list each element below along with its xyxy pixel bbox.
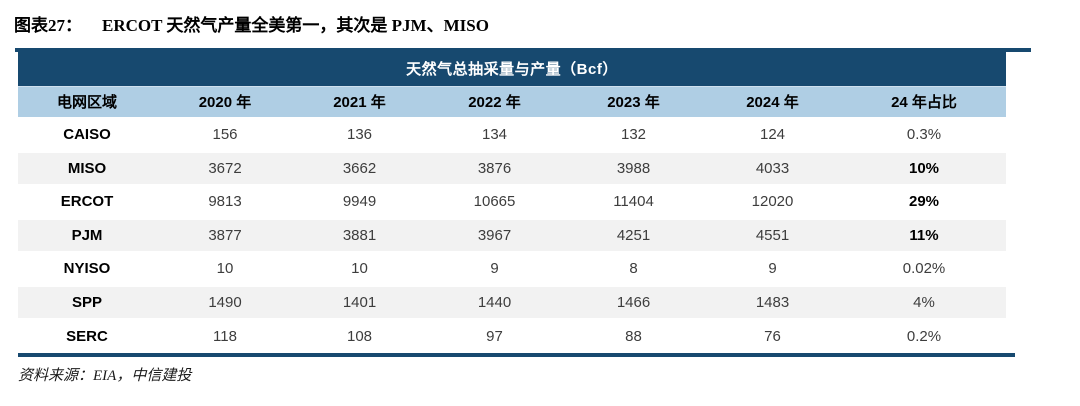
region-cell: MISO	[18, 150, 156, 186]
value-cell: 124	[703, 117, 842, 152]
value-cell: 1466	[564, 284, 703, 320]
table-row: SPP 1490 1401 1440 1466 1483 4%	[18, 284, 1007, 320]
figure-label: 图表27：	[14, 16, 82, 35]
value-cell: 10	[156, 251, 294, 286]
table-row: ERCOT 9813 9949 10665 11404 12020 29%	[18, 184, 1007, 219]
share-cell: 0.3%	[842, 117, 1007, 152]
value-cell: 9813	[156, 184, 294, 219]
column-header: 2022 年	[425, 86, 564, 118]
table-row: NYISO 10 10 9 8 9 0.02%	[18, 251, 1007, 286]
table-body: CAISO 156 136 134 132 124 0.3% MISO 3672 3662 3876…	[18, 117, 1007, 353]
region-cell: SPP	[18, 284, 156, 320]
bottom-rule	[18, 353, 1015, 357]
source-note: 资料来源：EIA，中信建投	[18, 368, 192, 384]
value-cell: 1490	[156, 284, 294, 320]
value-cell: 136	[294, 117, 425, 152]
region-cell: SERC	[18, 318, 156, 353]
value-cell: 4033	[703, 150, 842, 186]
value-cell: 12020	[703, 184, 842, 219]
share-cell: 11%	[842, 217, 1007, 253]
value-cell: 11404	[564, 184, 703, 219]
value-cell: 132	[564, 117, 703, 152]
column-header: 24 年占比	[842, 86, 1007, 118]
value-cell: 8	[564, 251, 703, 286]
table-row: MISO 3672 3662 3876 3988 4033 10%	[18, 150, 1007, 186]
value-cell: 3672	[156, 150, 294, 186]
value-cell: 134	[425, 117, 564, 152]
value-cell: 10	[294, 251, 425, 286]
column-header: 2021 年	[294, 86, 425, 118]
table-title-row: 天然气总抽采量与产量（Bcf）	[18, 52, 1007, 87]
value-cell: 4551	[703, 217, 842, 253]
gas-production-table: 天然气总抽采量与产量（Bcf） 电网区域 2020 年 2021 年 2022 年 20…	[18, 52, 1007, 353]
value-cell: 9	[425, 251, 564, 286]
value-cell: 4251	[564, 217, 703, 253]
value-cell: 97	[425, 318, 564, 353]
value-cell: 10665	[425, 184, 564, 219]
value-cell: 3881	[294, 217, 425, 253]
value-cell: 3876	[425, 150, 564, 186]
value-cell: 1401	[294, 284, 425, 320]
share-cell: 0.02%	[842, 251, 1007, 286]
value-cell: 9949	[294, 184, 425, 219]
column-header-row: 电网区域 2020 年 2021 年 2022 年 2023 年 2024 年 24 年占比	[18, 86, 1007, 118]
table-title: 天然气总抽采量与产量（Bcf）	[18, 52, 1007, 87]
region-cell: NYISO	[18, 251, 156, 286]
share-cell: 29%	[842, 184, 1007, 219]
value-cell: 88	[564, 318, 703, 353]
share-cell: 10%	[842, 150, 1007, 186]
table-row: SERC 118 108 97 88 76 0.2%	[18, 318, 1007, 353]
value-cell: 3877	[156, 217, 294, 253]
region-cell: CAISO	[18, 117, 156, 152]
column-header: 电网区域	[18, 86, 156, 118]
table-row: PJM 3877 3881 3967 4251 4551 11%	[18, 217, 1007, 253]
value-cell: 156	[156, 117, 294, 152]
value-cell: 9	[703, 251, 842, 286]
value-cell: 3662	[294, 150, 425, 186]
value-cell: 1440	[425, 284, 564, 320]
value-cell: 108	[294, 318, 425, 353]
title-rule	[15, 48, 1031, 52]
value-cell: 76	[703, 318, 842, 353]
figure-title-text: ERCOT 天然气产量全美第一，其次是 PJM、MISO	[102, 16, 489, 35]
column-header: 2024 年	[703, 86, 842, 118]
share-cell: 0.2%	[842, 318, 1007, 353]
table-row: CAISO 156 136 134 132 124 0.3%	[18, 117, 1007, 152]
value-cell: 3967	[425, 217, 564, 253]
region-cell: PJM	[18, 217, 156, 253]
value-cell: 1483	[703, 284, 842, 320]
value-cell: 118	[156, 318, 294, 353]
column-header: 2020 年	[156, 86, 294, 118]
share-cell: 4%	[842, 284, 1007, 320]
value-cell: 3988	[564, 150, 703, 186]
region-cell: ERCOT	[18, 184, 156, 219]
column-header: 2023 年	[564, 86, 703, 118]
figure-title: 图表27： ERCOT 天然气产量全美第一，其次是 PJM、MISO	[14, 11, 489, 36]
